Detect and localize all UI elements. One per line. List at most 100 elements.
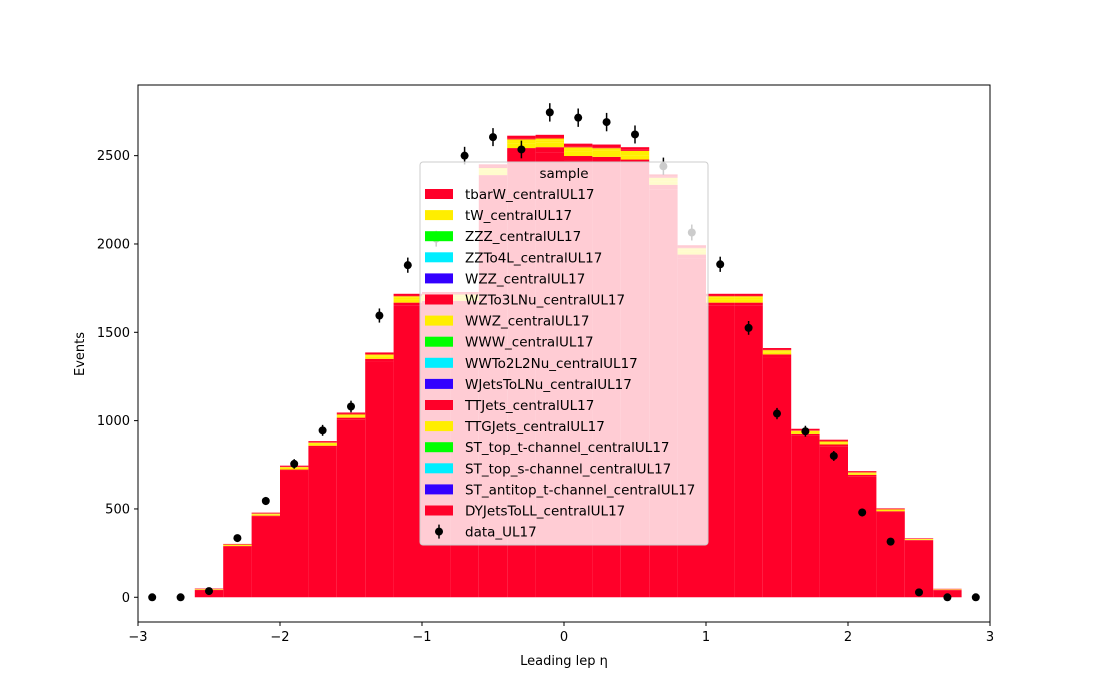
bar-1-15 xyxy=(564,156,593,161)
bar-3-7 xyxy=(336,415,366,417)
bar-4-4 xyxy=(251,513,280,515)
bar-0-4 xyxy=(251,516,280,598)
bar-3-25 xyxy=(848,473,877,474)
bar-2-3 xyxy=(223,545,252,547)
bar-6-6 xyxy=(308,441,337,443)
bar-5-14 xyxy=(535,137,564,139)
legend-title: sample xyxy=(539,166,588,182)
x-tick-label-4: 1 xyxy=(702,630,710,645)
bar-5-20 xyxy=(706,295,735,297)
x-tick-label-6: 3 xyxy=(986,630,994,645)
data-point-25 xyxy=(858,508,867,517)
bar-3-20 xyxy=(706,297,735,300)
data-point-27 xyxy=(915,588,923,597)
bar-0-27 xyxy=(904,540,934,598)
data-point-24 xyxy=(829,451,838,460)
legend-swatch-5 xyxy=(425,294,453,305)
legend-swatch-10 xyxy=(425,400,453,410)
legend-swatch-7 xyxy=(425,336,453,347)
data-point-20 xyxy=(716,260,725,269)
bar-4-17 xyxy=(620,150,650,154)
bar-1-26 xyxy=(876,511,905,513)
legend: sample tbarW_centralUL17 tW_centralUL17 ZZ… xyxy=(419,161,709,546)
bar-1-16 xyxy=(592,156,621,162)
bar-4-14 xyxy=(535,138,564,141)
data-point-1 xyxy=(176,593,185,602)
bar-2-7 xyxy=(336,416,366,418)
bar-2-26 xyxy=(876,510,905,512)
legend-marker-point xyxy=(435,527,443,536)
bar-1-24 xyxy=(819,444,848,447)
bar-5-17 xyxy=(620,149,650,151)
bar-6-20 xyxy=(706,293,735,296)
bar-6-22 xyxy=(762,348,792,350)
bar-1-3 xyxy=(223,546,252,547)
bar-2-24 xyxy=(819,443,848,445)
data-point-23 xyxy=(801,427,810,436)
legend-label-13: ST_top_s-channel_centralUL17 xyxy=(465,461,671,477)
bar-5-22 xyxy=(762,349,792,351)
data-point-28 xyxy=(943,593,952,602)
legend-label-16: data_UL17 xyxy=(465,525,537,541)
y-tick-label-4: 2000 xyxy=(97,237,130,252)
y-tick-label-1: 500 xyxy=(105,502,130,517)
legend-swatch-12 xyxy=(425,442,453,453)
bar-2-8 xyxy=(365,356,394,359)
bar-0-20 xyxy=(706,305,735,598)
bar-1-20 xyxy=(706,302,735,306)
data-point-4 xyxy=(261,496,270,505)
bar-4-7 xyxy=(336,414,366,416)
legend-entries: tbarW_centralUL17 tW_centralUL17 ZZZ_centr… xyxy=(425,187,695,541)
bar-0-3 xyxy=(223,546,252,598)
bar-6-9 xyxy=(393,293,422,296)
bar-6-26 xyxy=(876,508,905,510)
bar-3-15 xyxy=(564,149,593,152)
legend-swatch-4 xyxy=(425,273,453,284)
data-point-16 xyxy=(602,118,611,127)
legend-swatch-2 xyxy=(425,231,453,242)
bar-0-26 xyxy=(876,512,905,598)
bar-1-21 xyxy=(734,302,763,306)
bar-2-14 xyxy=(535,142,564,148)
bar-2-20 xyxy=(706,299,735,303)
data-point-17 xyxy=(631,130,639,139)
y-tick-label-5: 2500 xyxy=(97,149,130,164)
legend-label-7: WWW_centralUL17 xyxy=(465,335,594,351)
data-point-11 xyxy=(460,151,469,160)
legend-label-2: ZZZ_centralUL17 xyxy=(465,229,581,245)
data-point-29 xyxy=(971,593,980,602)
legend-label-11: TTGJets_centralUL17 xyxy=(464,419,605,435)
bar-2-15 xyxy=(564,151,593,157)
bar-4-8 xyxy=(365,354,394,356)
legend-label-8: WWTo2L2Nu_centralUL17 xyxy=(465,356,638,372)
data-point-0 xyxy=(148,593,157,602)
bar-6-24 xyxy=(819,439,848,441)
y-tick-label-3: 1500 xyxy=(97,326,130,341)
legend-swatch-8 xyxy=(425,357,453,368)
bar-3-17 xyxy=(620,153,650,156)
data-point-6 xyxy=(318,426,327,435)
bar-5-8 xyxy=(365,354,394,355)
bar-0-25 xyxy=(848,476,877,598)
legend-label-10: TTJets_centralUL17 xyxy=(464,398,594,414)
bar-5-7 xyxy=(336,413,366,415)
data-point-26 xyxy=(886,537,895,546)
x-tick-label-0: −3 xyxy=(128,630,147,645)
bar-4-26 xyxy=(876,509,905,511)
bar-3-24 xyxy=(819,442,848,444)
legend-swatch-3 xyxy=(425,252,453,263)
legend-swatch-1 xyxy=(425,210,453,221)
bar-1-6 xyxy=(308,445,337,448)
bar-4-16 xyxy=(592,148,621,151)
bar-1-22 xyxy=(762,354,792,358)
bar-5-13 xyxy=(507,138,536,140)
x-axis: −3 −2 −1 0 1 2 3 xyxy=(128,622,994,645)
y-tick-label-2: 1000 xyxy=(97,414,130,429)
bar-0-5 xyxy=(280,470,309,598)
bar-2-17 xyxy=(620,155,650,160)
legend-swatch-9 xyxy=(425,378,453,389)
bar-3-9 xyxy=(393,297,422,300)
bar-0-23 xyxy=(791,435,820,598)
data-point-15 xyxy=(574,113,583,122)
